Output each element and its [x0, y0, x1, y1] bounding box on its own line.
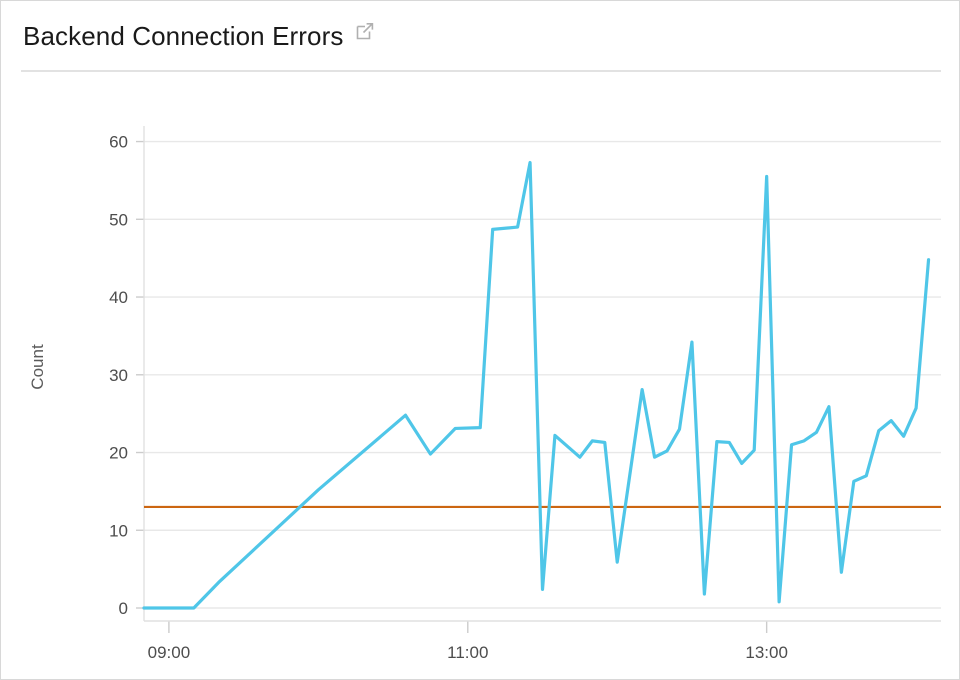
line-chart-svg: 0 10 20 30 40 50 60 09:00 11:00 13:00 Count	[28, 126, 941, 662]
page-title: Backend Connection Errors	[23, 20, 344, 51]
y-axis-ticks: 0 10 20 30 40 50 60	[109, 133, 144, 618]
card-header: Backend Connection Errors	[1, 1, 959, 70]
y-tick-label: 20	[109, 444, 128, 463]
y-tick-label: 10	[109, 521, 128, 540]
y-tick-label: 40	[109, 288, 128, 307]
header-divider	[21, 70, 941, 72]
y-axis-title: Count	[28, 344, 47, 390]
external-link-icon[interactable]	[355, 21, 375, 41]
series-line-count	[142, 160, 931, 610]
gridlines-group	[144, 140, 941, 609]
chart-plot[interactable]: 0 10 20 30 40 50 60 09:00 11:00 13:00 Count	[1, 71, 959, 679]
y-tick-label: 50	[109, 210, 128, 229]
y-tick-label: 60	[109, 133, 128, 152]
y-tick-label: 30	[109, 366, 128, 385]
x-tick-label: 09:00	[148, 643, 191, 662]
x-tick-label: 11:00	[447, 643, 488, 662]
x-axis-ticks: 09:00 11:00 13:00	[148, 621, 788, 662]
y-tick-label: 0	[119, 599, 128, 618]
x-tick-label: 13:00	[745, 643, 788, 662]
axis-lines	[143, 126, 941, 622]
